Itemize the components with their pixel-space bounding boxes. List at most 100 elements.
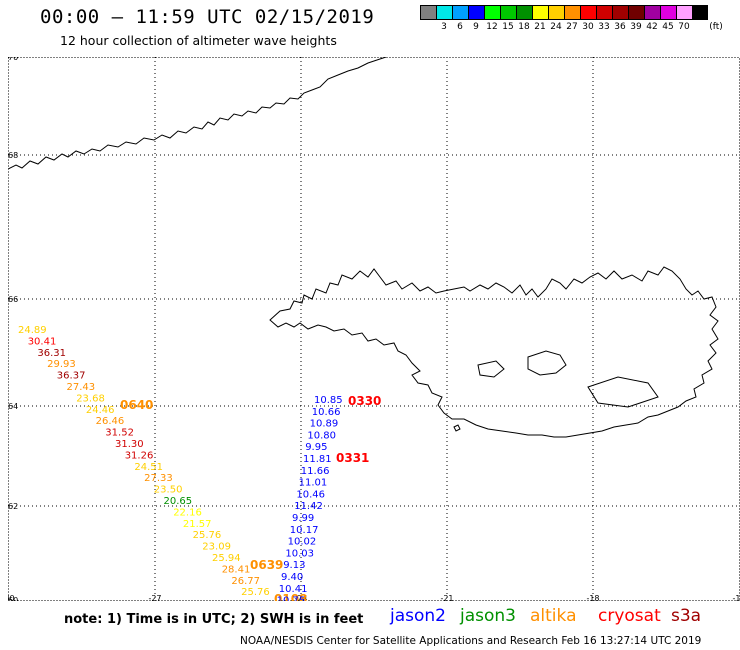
wave-height-label: 11.66 — [301, 466, 330, 477]
longitude-tick-label: -18 — [586, 594, 599, 601]
latitude-tick-label: 70 — [8, 57, 18, 62]
chart-title: 00:00 – 11:59 UTC 02/15/2019 — [40, 6, 375, 28]
color-scale-swatch — [548, 5, 564, 20]
color-scale-swatch — [516, 5, 532, 20]
color-scale-swatch — [484, 5, 500, 20]
latitude-tick-label: 68 — [8, 151, 18, 160]
island-outline — [453, 424, 461, 432]
wave-height-label: 31.30 — [115, 439, 144, 450]
color-scale-swatch — [676, 5, 692, 20]
pass-time-tag: 0330 — [348, 394, 381, 408]
wave-height-label: 26.77 — [231, 576, 260, 587]
satellite-legend-item: jason3 — [460, 606, 516, 626]
wave-height-label: 27.33 — [144, 473, 173, 484]
color-scale-swatch — [596, 5, 612, 20]
wave-height-label: 29.93 — [47, 359, 76, 370]
wave-height-label: 30.41 — [28, 336, 57, 347]
wave-height-label: 23.50 — [154, 485, 183, 496]
credit-line: NOAA/NESDIS Center for Satellite Applica… — [240, 635, 702, 647]
color-scale-swatch — [500, 5, 516, 20]
color-scale-swatch — [580, 5, 596, 20]
wave-height-label: 9.95 — [305, 442, 327, 453]
pass-time-tag: 0331 — [336, 451, 369, 465]
color-scale-swatch — [532, 5, 548, 20]
wave-height-label: 10.66 — [312, 407, 341, 418]
wave-height-label: 9.13 — [283, 560, 305, 571]
satellite-legend-item: jason2 — [390, 606, 446, 626]
color-scale-label: 12 — [486, 22, 498, 32]
wave-height-label: 10.46 — [296, 489, 325, 500]
color-scale-label: 36 — [614, 22, 626, 32]
latitude-tick-label: 62 — [8, 502, 18, 511]
wave-height-label: 10.75 — [277, 596, 306, 601]
wave-height-label: 25.76 — [193, 530, 222, 541]
glacier-outline — [527, 350, 567, 376]
wave-height-label: 9.99 — [292, 513, 314, 524]
wave-height-label: 21.57 — [183, 519, 212, 530]
color-scale-label: 27 — [566, 22, 578, 32]
color-scale-label: 42 — [646, 22, 658, 32]
latitude-tick-label: 60 — [8, 596, 18, 601]
color-scale-swatch — [628, 5, 644, 20]
color-scale-label: 30 — [582, 22, 594, 32]
color-scale-swatch — [644, 5, 660, 20]
color-scale-labels: 3 6 9 12 15 18 21 24 27 30 33 36 39 42 45 70 (ft) — [420, 22, 724, 32]
latitude-tick-label: 66 — [8, 295, 18, 304]
wave-height-label: 10.17 — [290, 525, 319, 536]
glacier-outline — [477, 360, 505, 378]
color-scale-label: 18 — [518, 22, 530, 32]
wave-height-label: 24.46 — [86, 405, 115, 416]
wave-height-label: 27.43 — [67, 382, 96, 393]
color-scale-bar — [420, 5, 724, 20]
wave-height-label: 10.85 — [314, 395, 343, 406]
iceland-coastline — [269, 266, 719, 438]
color-scale-swatch — [436, 5, 452, 20]
wave-height-label: 24.89 — [18, 325, 47, 336]
altimeter-track-east: 10.8510.6610.8910.809.9511.8111.6611.011… — [277, 395, 343, 601]
wave-height-label: 10.03 — [285, 548, 314, 559]
wave-height-label: 11.42 — [294, 501, 323, 512]
wave-height-label: 36.31 — [37, 348, 66, 359]
longitude-tick-label: -24 — [294, 594, 307, 601]
wave-height-label: 10.80 — [307, 430, 336, 441]
wave-height-label: 26.46 — [96, 416, 125, 427]
color-scale-label: 21 — [534, 22, 546, 32]
wave-height-label: 10.41 — [279, 584, 308, 595]
wave-height-label: 25.94 — [212, 553, 241, 564]
wave-height-label: 31.26 — [125, 450, 154, 461]
color-scale-swatch — [692, 5, 708, 20]
longitude-tick-label: -15 — [732, 594, 740, 601]
color-scale-label — [420, 22, 436, 32]
pass-time-tags: 0640 0330 0331 0639 0108 — [120, 394, 381, 601]
wave-height-label: 10.89 — [310, 419, 339, 430]
greenland-coastline — [8, 57, 387, 170]
lat-lon-grid: -30 -27 -24 -21 -18 -15 70 68 66 64 62 60 — [8, 57, 740, 601]
wave-height-label: 9.40 — [281, 572, 303, 583]
wave-height-label: 28.41 — [222, 564, 251, 575]
pass-time-tag: 0640 — [120, 398, 153, 412]
wave-height-label: 24.51 — [134, 462, 163, 473]
wave-height-label: 25.76 — [241, 587, 270, 598]
color-scale-swatch — [660, 5, 676, 20]
color-scale-label: 24 — [550, 22, 562, 32]
color-scale-label: 70 — [678, 22, 690, 32]
color-scale-label: 15 — [502, 22, 514, 32]
longitude-tick-label: -21 — [440, 594, 453, 601]
wave-height-label: 20.65 — [164, 496, 193, 507]
wave-height-label: 23.09 — [202, 542, 231, 553]
color-scale-swatch — [468, 5, 484, 20]
altimeter-track-west: 24.8930.4136.3129.9336.3727.4323.6824.46… — [18, 325, 270, 598]
color-scale-label: 3 — [441, 22, 447, 32]
glacier-outline — [587, 376, 659, 408]
color-scale-unit: (ft) — [709, 22, 723, 32]
map-canvas[interactable]: -30-27-24-21-18-15706866646260 064003300… — [8, 57, 740, 601]
wave-height-label: 10.02 — [288, 537, 317, 548]
color-scale-label: 45 — [662, 22, 674, 32]
color-scale-label: 6 — [457, 22, 463, 32]
satellite-legend-item: s3a — [671, 606, 702, 626]
color-scale-label — [692, 22, 708, 32]
color-scale-legend: 3 6 9 12 15 18 21 24 27 30 33 36 39 42 45 70 (ft) — [420, 5, 724, 32]
wave-height-label: 11.01 — [299, 478, 328, 489]
satellite-legend-item: altika — [530, 606, 577, 626]
color-scale-swatch — [564, 5, 580, 20]
